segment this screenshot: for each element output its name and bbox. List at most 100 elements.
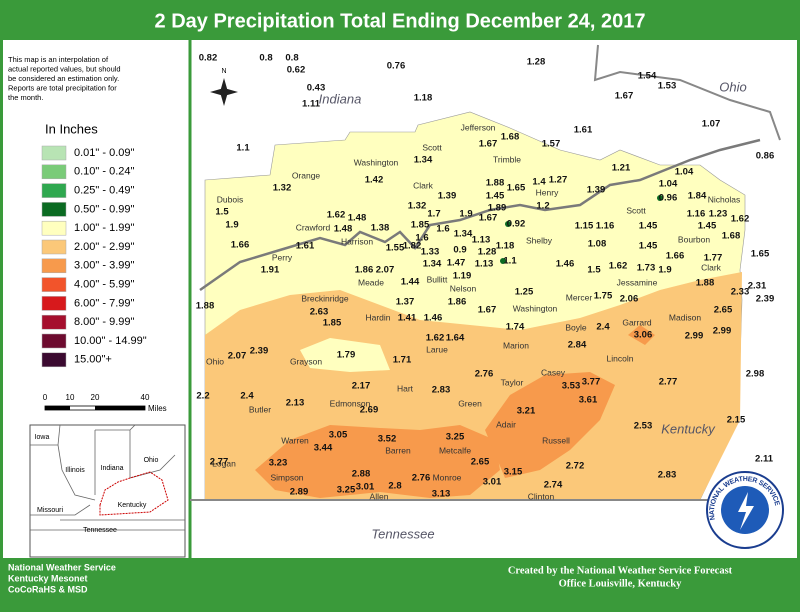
precip-value: 1.6 (436, 224, 449, 235)
precip-value: 2.65 (714, 305, 733, 316)
precip-value: 2.63 (310, 307, 329, 318)
band-3in-east (485, 372, 615, 478)
county-name: Washington (513, 303, 558, 313)
county-name: Bullitt (427, 274, 448, 284)
precip-value: 3.25 (337, 485, 356, 496)
legend-swatch (41, 183, 67, 198)
precip-value: 1.65 (751, 249, 770, 260)
precip-value: 1.2 (536, 201, 549, 212)
note-line: Reports are total precipitation for (8, 83, 117, 92)
precip-value: 2.13 (286, 398, 305, 409)
legend-label: 4.00" - 5.99" (74, 279, 134, 291)
precip-value: 1.39 (438, 191, 457, 202)
compass: N (210, 68, 238, 106)
precip-value: 2.83 (432, 385, 451, 396)
precip-value: 1.64 (446, 333, 465, 344)
state-label: Indiana (319, 91, 362, 106)
inset-label: Illinois (65, 467, 85, 474)
precip-value: 0.62 (287, 65, 306, 76)
band-3in-garrard (628, 325, 655, 345)
precip-value: 3.52 (378, 434, 397, 445)
precip-value: 1.9 (459, 209, 472, 220)
precip-value: 1.46 (424, 313, 443, 324)
county-name: Jessamine (617, 277, 658, 287)
footer-left: Kentucky Mesonet (8, 573, 88, 583)
compass-rose (210, 78, 238, 106)
title: 2 Day Precipitation Total Ending Decembe… (155, 10, 646, 32)
precip-value: 1.04 (675, 167, 694, 178)
inset-label: Ohio (144, 457, 159, 464)
legend-label: 0.10" - 0.24" (74, 166, 134, 178)
county-name: Butler (249, 404, 271, 414)
county-name: Lincoln (607, 353, 634, 363)
precip-value: 3.61 (579, 395, 598, 406)
nws-logo: NATIONAL WEATHER SERVICE (706, 471, 784, 549)
precip-value: 1.15 (575, 221, 594, 232)
scale-bar-fill (95, 406, 145, 410)
precip-value: 3.15 (504, 467, 523, 478)
legend-title: In Inches (45, 121, 98, 136)
precip-value: 1.45 (698, 221, 717, 232)
precip-value: 2.72 (566, 461, 585, 472)
county-name: Clark (413, 180, 434, 190)
county-name: Ohio (206, 356, 224, 366)
precip-value: 2.84 (568, 340, 587, 351)
inset-label: Kentucky (118, 502, 147, 509)
legend-label: 0.01" - 0.09" (74, 147, 134, 159)
county-name: Dubois (217, 194, 243, 204)
precip-value: 1.04 (659, 179, 678, 190)
precip-value: 1.9 (658, 265, 671, 276)
precip-value: 0.96 (659, 193, 678, 204)
precip-value: 1.25 (515, 287, 534, 298)
precip-value: 1.48 (334, 224, 353, 235)
county-name: Breckinridge (301, 293, 349, 303)
footer-right: Created by the National Weather Service … (508, 565, 733, 576)
county-name: Nicholas (708, 194, 741, 204)
county-name: Green (458, 398, 482, 408)
county-name: Clark (701, 262, 722, 272)
precip-value: 1.5 (215, 207, 229, 218)
county-name: Madison (669, 312, 701, 322)
legend-swatch (41, 296, 67, 311)
precip-value: 1.65 (507, 183, 526, 194)
county-name: Casey (541, 367, 566, 377)
precip-value: 2.39 (250, 346, 269, 357)
precip-value: 2.77 (210, 457, 229, 468)
footer-left: National Weather Service (8, 562, 116, 572)
precip-value: 1.46 (556, 259, 575, 270)
precip-value: 1.91 (261, 265, 280, 276)
scale-unit: Miles (148, 404, 167, 413)
precip-value: 1.88 (196, 301, 215, 312)
precip-value: 1.75 (594, 291, 613, 302)
precip-value: 2.11 (755, 454, 774, 465)
precip-value: 1.39 (587, 185, 606, 196)
precip-value: 1.41 (398, 313, 417, 324)
inset-label: Iowa (35, 434, 50, 441)
note-line: the month. (8, 93, 43, 102)
precip-value: 1.88 (486, 178, 505, 189)
precip-value: 1.55 (386, 243, 405, 254)
note-line: actual reported values, but should (8, 64, 121, 73)
county-name: Meade (358, 277, 384, 287)
county-name: Marion (503, 340, 529, 350)
precip-value: 1.34 (423, 259, 442, 270)
precip-value: 2.07 (376, 265, 395, 276)
precip-value: 3.05 (329, 430, 348, 441)
county-name: Metcalfe (439, 445, 471, 455)
legend-swatch (41, 220, 67, 236)
precip-value: 1.48 (348, 213, 367, 224)
precip-value: 1.67 (479, 139, 498, 150)
legend-swatch (41, 352, 67, 368)
precip-value: 1.54 (638, 71, 657, 82)
precip-value: 2.98 (746, 369, 765, 380)
precip-value: 2.39 (756, 294, 775, 305)
precip-value: 1.42 (365, 175, 384, 186)
legend-swatch (41, 277, 67, 292)
footer-left: CoCoRaHS & MSD (8, 584, 88, 594)
precip-value: 1.18 (496, 241, 515, 252)
county-name: Trimble (493, 154, 521, 164)
county-name: Washington (354, 157, 399, 167)
precip-value: 1.68 (501, 132, 520, 143)
legend-swatch (41, 258, 67, 274)
precip-value: 0.76 (387, 61, 406, 72)
